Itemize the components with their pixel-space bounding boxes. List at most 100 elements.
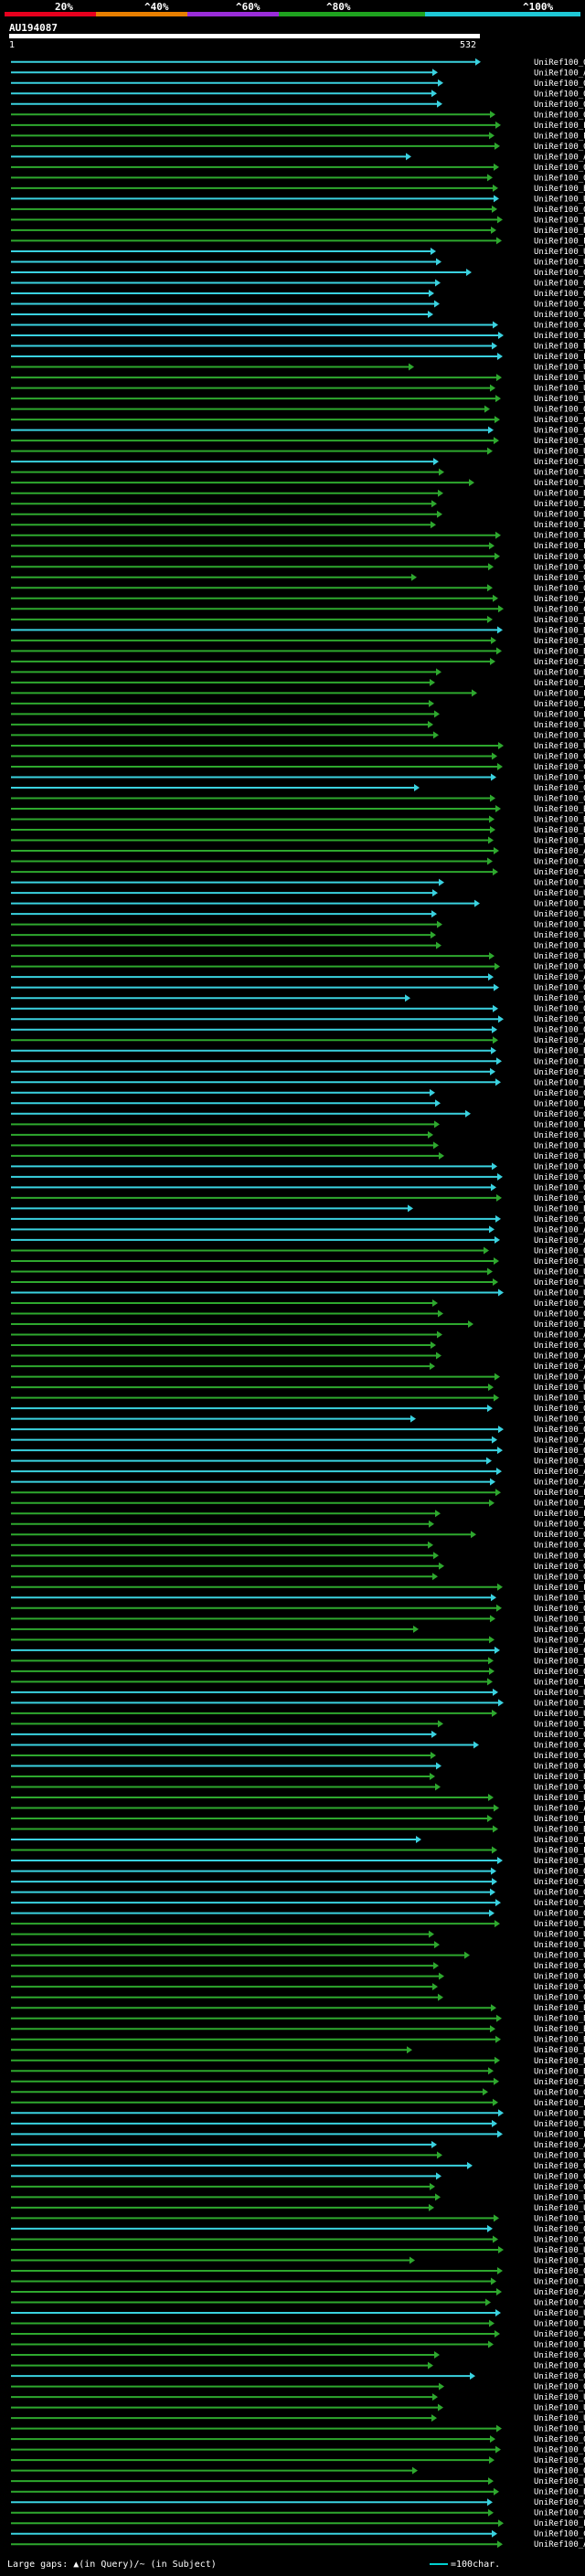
hit-row[interactable]: UniRef100_B7Z2T5: [11, 668, 585, 677]
hit-row[interactable]: UniRef100_UP1000..: [11, 1857, 585, 1866]
hit-label[interactable]: UniRef100_O76154: [534, 1573, 585, 1582]
hit-row[interactable]: UniRef100_UP1000..: [11, 1615, 585, 1624]
hit-label[interactable]: UniRef100_Q4Y0Q1: [534, 2446, 585, 2455]
hit-label[interactable]: UniRef100_A9UNT6: [534, 847, 585, 856]
hit-row[interactable]: UniRef100_P04074: [11, 1499, 585, 1509]
hit-label[interactable]: UniRef100_B0BJN9: [534, 1773, 585, 1782]
hit-label[interactable]: UniRef100_B0BJ30: [534, 1657, 585, 1666]
hit-label[interactable]: UniRef100_UP1000..: [534, 910, 585, 919]
hit-row[interactable]: UniRef100_UP1000..: [11, 1267, 585, 1277]
hit-row[interactable]: UniRef100_Q7ZYX8: [11, 1415, 585, 1425]
hit-label[interactable]: UniRef100_Q7TZD5: [534, 311, 585, 320]
hit-row[interactable]: UniRef100_B4DRW5: [11, 2487, 585, 2497]
hit-row[interactable]: UniRef100_A3Q2Z0: [11, 2287, 585, 2297]
hit-row[interactable]: UniRef100_UP1000..: [11, 247, 585, 257]
hit-label[interactable]: UniRef100_Q9X033: [534, 290, 585, 299]
hit-row[interactable]: UniRef100_B4Q1N4: [11, 1046, 585, 1056]
hit-label[interactable]: UniRef100_B7Z3V1: [534, 521, 585, 530]
hit-row[interactable]: UniRef100_Q9DGL6: [11, 552, 585, 562]
hit-label[interactable]: UniRef100_P24798: [534, 1584, 585, 1593]
hit-label[interactable]: UniRef100_UP1000..: [534, 385, 585, 394]
hit-label[interactable]: UniRef100_Q5JE59: [534, 1994, 585, 2003]
hit-row[interactable]: UniRef100_UP1000..: [11, 1256, 585, 1267]
hit-row[interactable]: UniRef100_UP1000..: [11, 195, 585, 204]
hit-label[interactable]: UniRef100_UP1000..: [534, 1720, 585, 1729]
hit-label[interactable]: UniRef100_A8JMR3: [534, 1636, 585, 1645]
hit-label[interactable]: UniRef100_Q4SY44: [534, 2456, 585, 2465]
hit-row[interactable]: UniRef100_Q52030: [11, 437, 585, 446]
hit-label[interactable]: UniRef100_O27461: [534, 2267, 585, 2276]
hit-row[interactable]: UniRef100_UP1000..: [11, 910, 585, 919]
hit-row[interactable]: UniRef100_B0R068: [11, 184, 585, 194]
hit-label[interactable]: UniRef100_UP1000..: [534, 448, 585, 457]
hit-row[interactable]: UniRef100_P13607-5: [11, 237, 585, 246]
hit-label[interactable]: UniRef100_UP1000..: [534, 2214, 585, 2223]
hit-row[interactable]: UniRef100_Q8R3M4: [11, 1867, 585, 1877]
hit-label[interactable]: UniRef100_Q7TZD6: [534, 300, 585, 309]
hit-row[interactable]: UniRef100_C5DOR3: [11, 868, 585, 877]
hit-label[interactable]: UniRef100_B4MC36: [534, 816, 585, 825]
hit-label[interactable]: UniRef100_Q7ZYV1: [534, 1299, 585, 1309]
hit-row[interactable]: UniRef100_P05023: [11, 542, 585, 551]
hit-row[interactable]: UniRef100_P50997: [11, 710, 585, 719]
hit-label[interactable]: UniRef100_Q3S346: [534, 1026, 585, 1035]
hit-label[interactable]: UniRef100_UP1000..: [534, 731, 585, 740]
hit-row[interactable]: UniRef100_Q9NQ26: [11, 857, 585, 867]
hit-row[interactable]: UniRef100_B3KNQ8: [11, 2077, 585, 2087]
hit-row[interactable]: UniRef100_UP1000..: [11, 468, 585, 478]
hit-label[interactable]: UniRef100_P13607: [534, 689, 585, 698]
hit-row[interactable]: UniRef100_Q9PNX4: [11, 2466, 585, 2476]
hit-label[interactable]: UniRef100_UP1000..: [534, 1941, 585, 1950]
hit-row[interactable]: UniRef100_Q7TZD5: [11, 311, 585, 320]
hit-row[interactable]: UniRef100_Q6PIT1: [11, 2161, 585, 2171]
hit-row[interactable]: UniRef100_Q6VYS7: [11, 573, 585, 583]
hit-row[interactable]: UniRef100_Q72419: [11, 2351, 585, 2360]
hit-row[interactable]: UniRef100_Q6VYR7: [11, 1426, 585, 1435]
hit-label[interactable]: UniRef100_Q3UCH0: [534, 1889, 585, 1898]
hit-label[interactable]: UniRef100_UP1000..: [534, 1383, 585, 1393]
hit-label[interactable]: UniRef100_Q50334: [534, 1183, 585, 1193]
hit-row[interactable]: UniRef100_Q6A541: [11, 2435, 585, 2444]
hit-label[interactable]: UniRef100_Q4T6F0: [534, 1194, 585, 1203]
hit-row[interactable]: UniRef100_C9PUF8: [11, 416, 585, 425]
hit-label[interactable]: UniRef100_Q90334: [534, 1741, 585, 1750]
hit-row[interactable]: UniRef100_Q97PC2: [11, 1214, 585, 1224]
hit-label[interactable]: UniRef100_Q0DEU1: [534, 164, 585, 173]
hit-row[interactable]: UniRef100_Q3S347: [11, 1015, 585, 1024]
hit-label[interactable]: UniRef100_P30715: [534, 2130, 585, 2139]
hit-label[interactable]: UniRef100_B3M3S9: [534, 658, 585, 667]
hit-row[interactable]: UniRef100_Q6PIE5: [11, 1088, 585, 1098]
hit-label[interactable]: UniRef100_Q6F6A8: [534, 1752, 585, 1761]
hit-label[interactable]: UniRef100_Q9Q123: [534, 1668, 585, 1677]
hit-row[interactable]: UniRef100_A9XTM7: [11, 1804, 585, 1814]
hit-row[interactable]: UniRef100_B3DF31: [11, 216, 585, 225]
hit-label[interactable]: UniRef100_Q01GZ3: [534, 101, 585, 110]
hit-label[interactable]: UniRef100_B3KNQ8: [534, 2078, 585, 2087]
hit-label[interactable]: UniRef100_UP1000..: [534, 952, 585, 961]
hit-row[interactable]: UniRef100_UP1000..: [11, 1699, 585, 1708]
hit-row[interactable]: UniRef100_B7Z2T0: [11, 2035, 585, 2045]
hit-row[interactable]: UniRef100_UP1000..: [11, 395, 585, 404]
hit-label[interactable]: UniRef100_UP1000..: [534, 1267, 585, 1277]
hit-row[interactable]: UniRef100_Q9DGL3: [11, 1172, 585, 1182]
hit-label[interactable]: UniRef100_Q59983: [534, 143, 585, 152]
hit-label[interactable]: UniRef100_B7Z3F8: [534, 2025, 585, 2034]
hit-label[interactable]: UniRef100_UP1000..: [534, 889, 585, 898]
hit-row[interactable]: UniRef100_UP1000..: [11, 2109, 585, 2118]
hit-label[interactable]: UniRef100_Q8ROE8: [534, 1973, 585, 1982]
hit-row[interactable]: UniRef100_A9UNT6: [11, 847, 585, 856]
hit-label[interactable]: UniRef100_Q9XWE7: [534, 1405, 585, 1414]
hit-label[interactable]: UniRef100_UP1000..: [534, 2425, 585, 2434]
hit-row[interactable]: UniRef100_A7S1I2: [11, 1468, 585, 1477]
hit-label[interactable]: UniRef100_UP1000..: [534, 479, 585, 488]
hit-row[interactable]: UniRef100_Q5V6G0: [11, 174, 585, 183]
hit-row[interactable]: UniRef100_Q61P41: [11, 1625, 585, 1635]
hit-row[interactable]: UniRef100_UP1000..: [11, 2414, 585, 2423]
hit-label[interactable]: UniRef100_P06685: [534, 1847, 585, 1856]
hit-row[interactable]: UniRef100_A8X0H7: [11, 2540, 585, 2549]
hit-row[interactable]: UniRef100_B0S505: [11, 1793, 585, 1803]
hit-row[interactable]: UniRef100_UP1000..: [11, 258, 585, 267]
hit-label[interactable]: UniRef100_UP1000..: [534, 1931, 585, 1940]
hit-label[interactable]: UniRef100_Q6A541: [534, 2435, 585, 2444]
hit-row[interactable]: UniRef100_UP1000..: [11, 2393, 585, 2402]
